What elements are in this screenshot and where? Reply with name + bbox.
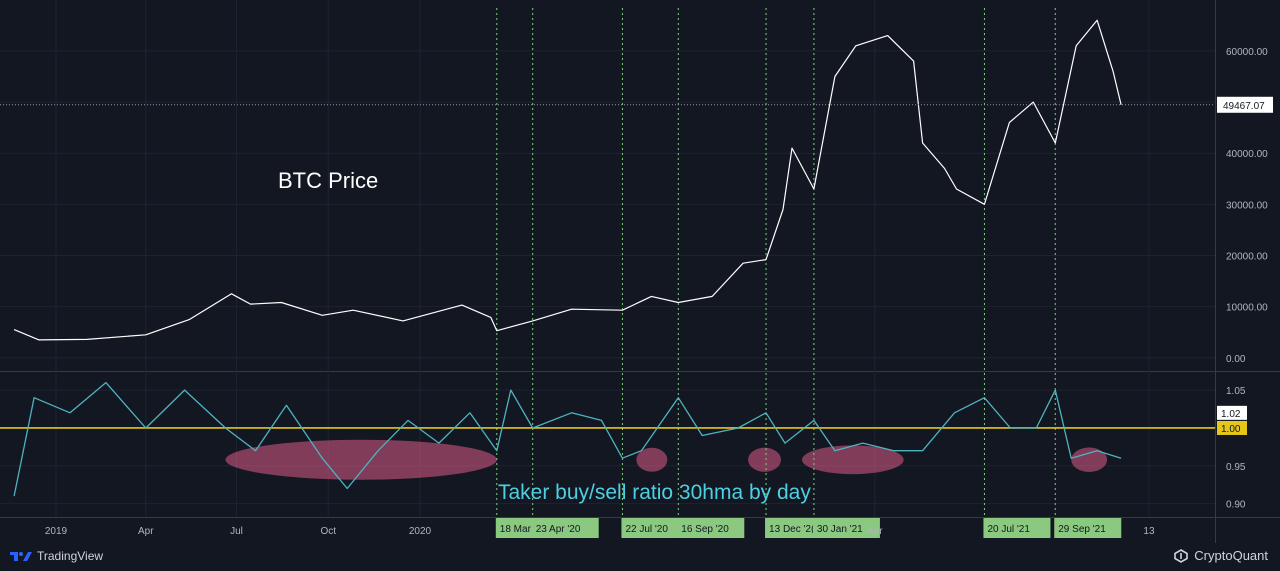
reference-value-box — [1217, 420, 1247, 435]
highlight-ellipse — [801, 445, 904, 475]
marker-layer — [496, 8, 1056, 517]
price-tick-label: 30000.00 — [1226, 200, 1268, 211]
event-marker-label: 30 Jan '21 — [817, 524, 863, 535]
highlight-ellipse — [225, 439, 497, 480]
price-tick-label: 60000.00 — [1226, 47, 1268, 58]
x-tick-label: Apr — [138, 526, 154, 537]
event-marker-label-box — [531, 518, 599, 538]
ratio-panel — [0, 381, 1215, 497]
ratio-last-value-label: 1.02 — [1221, 409, 1241, 420]
ratio-tick-label: 1.05 — [1226, 386, 1246, 397]
event-marker-label-box — [1054, 518, 1122, 538]
ratio-annotation: Taker buy/sell ratio 30hma by day — [498, 481, 811, 504]
event-marker-label: 18 Mar — [500, 524, 532, 535]
x-tick-label: 2019 — [45, 526, 68, 537]
event-marker-label-box — [983, 518, 1051, 538]
event-marker-label: 20 Jul '21 — [987, 524, 1030, 535]
x-tick-label: Oct — [320, 526, 336, 537]
cryptoquant-label: CryptoQuant — [1194, 548, 1268, 563]
price-title: BTC Price — [278, 168, 378, 193]
btc-price-line — [13, 19, 1122, 341]
event-marker-label-box — [495, 518, 540, 538]
x-tick-label: 2020 — [409, 526, 432, 537]
reference-value-label: 1.00 — [1221, 424, 1241, 435]
highlight-ellipse — [748, 447, 782, 472]
price-tick-label: 20000.00 — [1226, 251, 1268, 262]
x-tick-label: 13 — [1143, 526, 1155, 537]
event-marker-label: 16 Sep '20 — [681, 524, 729, 535]
price-tick-label: 10000.00 — [1226, 303, 1268, 314]
highlight-ellipse — [636, 447, 668, 472]
cryptoquant-logo[interactable]: CryptoQuant — [1173, 548, 1268, 563]
grid-layer — [0, 0, 1280, 543]
price-tick-label: 40000.00 — [1226, 149, 1268, 160]
ratio-tick-label: 0.95 — [1226, 462, 1246, 473]
event-marker-label: 29 Sep '21 — [1058, 524, 1106, 535]
footer: TradingView CryptoQuant — [0, 543, 1280, 571]
x-tick-label: Jul — [230, 526, 243, 537]
tradingview-label: TradingView — [37, 549, 104, 563]
ratio-tick-label: 0.90 — [1226, 500, 1246, 511]
highlight-ellipse — [1071, 447, 1108, 472]
price-panel — [0, 19, 1215, 341]
event-marker-label-box — [812, 518, 880, 538]
event-marker-label-box — [677, 518, 745, 538]
taker-ratio-line — [13, 381, 1122, 497]
event-marker-label: 22 Jul '20 — [625, 524, 668, 535]
event-marker-label-box — [621, 518, 689, 538]
axis-layer: 0.0010000.0020000.0030000.0040000.005000… — [45, 47, 1273, 538]
ratio-last-value-box — [1217, 405, 1247, 420]
cryptoquant-icon — [1174, 548, 1189, 563]
tradingview-logo[interactable]: TradingView — [10, 549, 103, 563]
last-price-box — [1217, 96, 1273, 113]
event-marker-label: 23 Apr '20 — [536, 524, 581, 535]
event-marker-label: 13 Dec '2( — [769, 524, 815, 535]
last-price-label: 49467.07 — [1223, 101, 1265, 112]
highlight-layer — [225, 439, 1108, 480]
x-tick-label: Apr — [867, 526, 883, 537]
price-tick-label: 0.00 — [1226, 354, 1246, 365]
tradingview-icon — [10, 552, 32, 561]
